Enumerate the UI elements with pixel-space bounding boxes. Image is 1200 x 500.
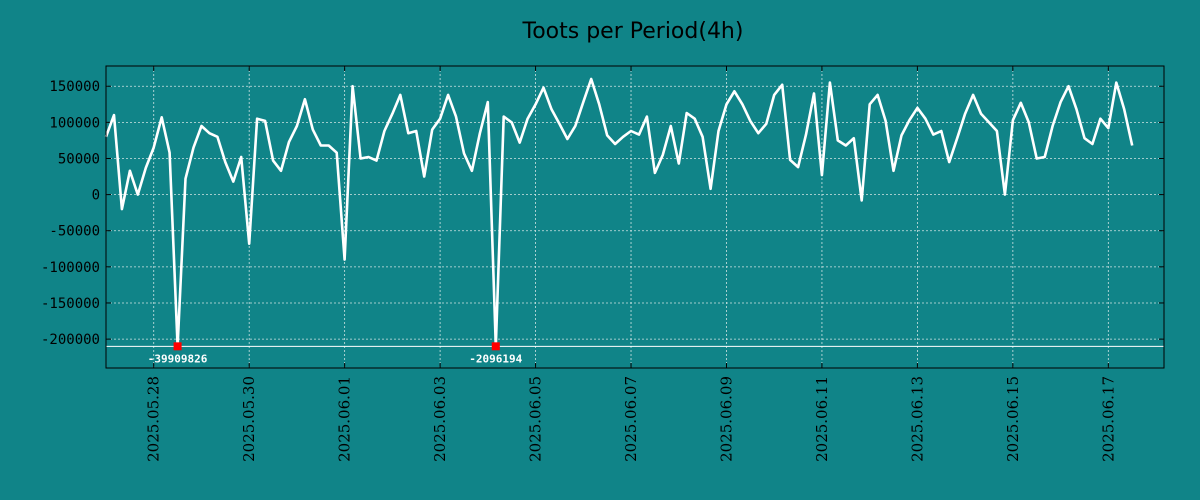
series-line: [104, 77, 1134, 348]
annotation-marker: [173, 342, 182, 351]
y-tick-label: -200000: [41, 332, 100, 348]
x-tick-label: 2025.06.15: [1004, 376, 1022, 462]
y-tick-label: -100000: [41, 260, 100, 276]
x-tick-label: 2025.06.03: [431, 376, 449, 462]
y-tick-label: -150000: [41, 296, 100, 312]
x-tick-label: 2025.06.07: [622, 376, 640, 462]
y-tick-label: 50000: [58, 151, 100, 167]
y-tick-label: 100000: [49, 115, 100, 131]
annotation-label: -2096194: [469, 352, 522, 365]
chart-title: Toots per Period(4h): [522, 19, 744, 44]
x-tick-label: 2025.05.30: [240, 376, 258, 462]
x-tick-label: 2025.06.13: [908, 376, 926, 462]
x-tick-label: 2025.06.11: [813, 376, 831, 462]
x-tick-label: 2025.06.09: [717, 376, 735, 462]
x-tick-label: 2025.06.01: [336, 376, 354, 462]
x-tick-label: 2025.06.17: [1099, 376, 1117, 462]
annotation-marker: [491, 342, 500, 351]
y-tick-label: -50000: [49, 224, 100, 240]
x-tick-label: 2025.06.05: [527, 376, 545, 462]
y-tick-label: 150000: [49, 79, 100, 95]
annotation-label: -39909826: [148, 352, 208, 365]
y-tick-label: 0: [92, 188, 100, 204]
plot-frame: [105, 65, 1165, 369]
x-tick-label: 2025.05.28: [145, 376, 163, 462]
